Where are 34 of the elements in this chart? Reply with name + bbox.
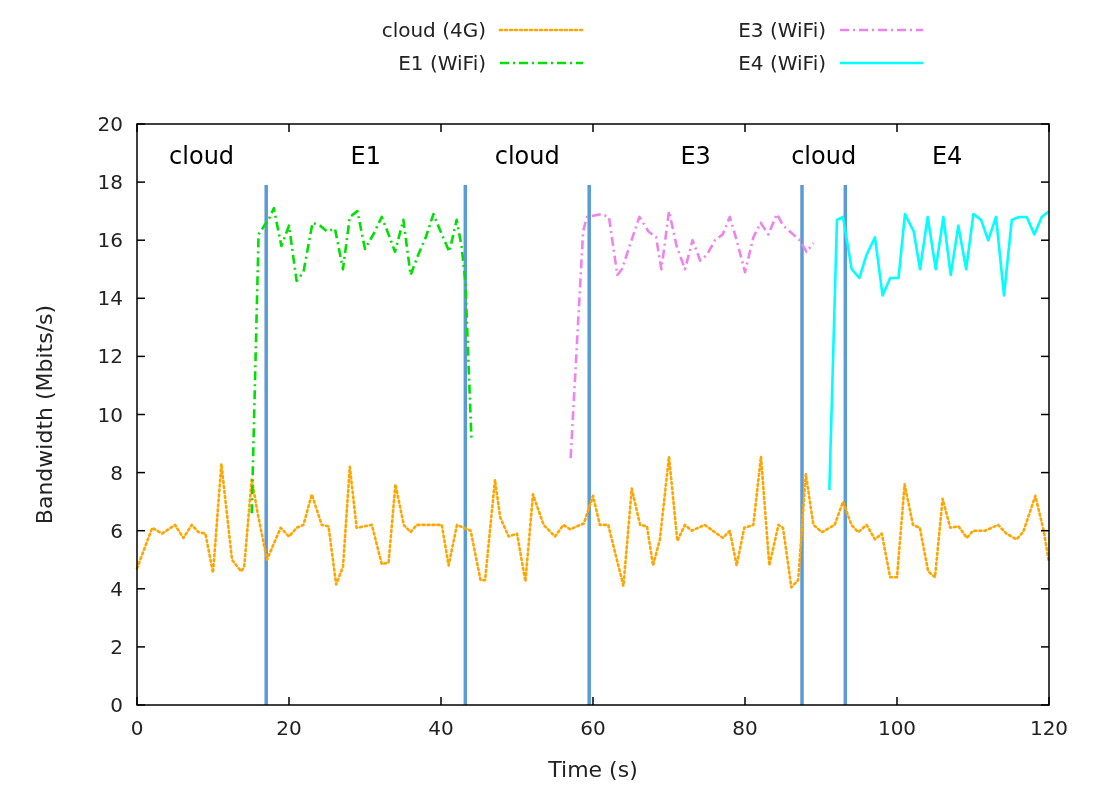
legend-label: E3 (WiFi) (738, 18, 826, 42)
legend-label: E4 (WiFi) (738, 51, 826, 75)
annotation: E4 (931, 142, 963, 170)
y-tick-label: 4 (110, 576, 123, 601)
y-tick-label: 6 (110, 518, 123, 543)
legend-label: cloud (4G) (381, 18, 486, 42)
annotation: E3 (680, 142, 711, 170)
y-tick-label: 20 (97, 112, 123, 136)
line-series (569, 209, 815, 460)
y-tick-label: 16 (97, 228, 123, 253)
x-tick-label: 60 (580, 716, 606, 740)
x-tick-label: 20 (276, 716, 302, 740)
y-tick-label: 2 (110, 634, 123, 659)
annotation: cloud (494, 142, 560, 170)
y-tick-label: 12 (97, 344, 123, 369)
y-axis-title: Bandwidth (Mbits/s) (32, 304, 57, 525)
y-tick-label: 8 (110, 460, 123, 485)
annotation: cloud (791, 142, 857, 170)
x-tick-label: 0 (130, 716, 144, 740)
y-tick-label: 14 (97, 286, 123, 311)
annotation: E1 (350, 142, 381, 170)
x-tick-label: 100 (877, 716, 917, 740)
y-tick-label: 10 (97, 402, 123, 427)
y-tick-label: 18 (97, 170, 123, 195)
line-series (250, 206, 473, 515)
line-series (135, 455, 1051, 589)
legend-label: E1 (WiFi) (398, 51, 486, 75)
x-tick-label: 120 (1029, 716, 1069, 740)
x-tick-label: 40 (428, 716, 454, 740)
y-tick-label: 0 (110, 693, 123, 717)
x-tick-label: 80 (732, 716, 758, 740)
line-series (828, 209, 1051, 492)
x-axis-title: Time (s) (547, 757, 638, 782)
annotation: cloud (169, 142, 235, 170)
